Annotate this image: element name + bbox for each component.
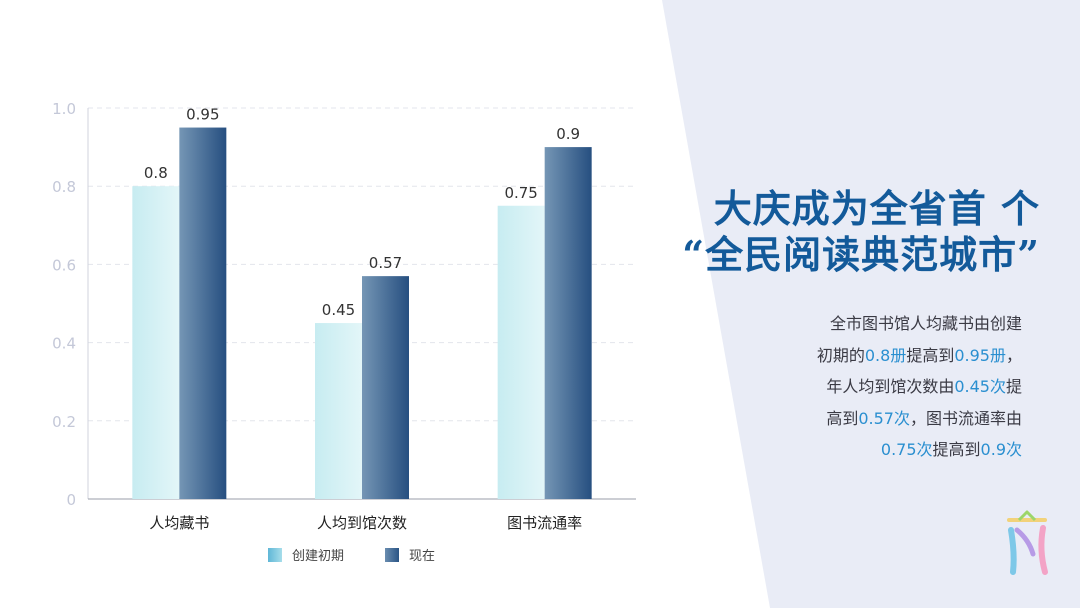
- x-category-label: 图书流通率: [507, 514, 582, 532]
- y-tick-label: 0.8: [52, 178, 76, 196]
- bar: [497, 205, 545, 499]
- headline-line-1: 大庆成为全省首 个: [713, 186, 1040, 231]
- bar-chart: 00.20.40.60.81.0 0.80.950.450.570.750.9 …: [52, 100, 636, 564]
- legend-swatch: [268, 548, 282, 562]
- highlight-value: 0.57次: [858, 408, 910, 428]
- y-tick-label: 0.2: [52, 413, 76, 431]
- highlight-value: 0.45次: [954, 377, 1006, 396]
- chart-legend: 创建初期 现在: [268, 548, 435, 564]
- bar: [132, 186, 180, 499]
- x-axis-categories: 人均藏书 人均到馆次数 图书流通率: [149, 514, 582, 532]
- legend-label: 现在: [409, 549, 435, 564]
- chart-data-labels: 0.8 0.95 0.45 0.57 0.75 0.9: [144, 106, 580, 319]
- description-line-3: 年人均到馆次数由0.45次提: [826, 377, 1022, 396]
- bar-value-label: 0.95: [186, 106, 219, 124]
- legend-swatch: [385, 548, 399, 562]
- y-tick-label: 0.4: [52, 335, 76, 353]
- legend-label: 创建初期: [292, 549, 344, 564]
- y-tick-label: 0: [66, 491, 76, 509]
- y-tick-label: 0.6: [52, 256, 76, 274]
- y-tick-label: 1.0: [52, 100, 76, 118]
- headline: 大庆成为全省首 个 “全民阅读典范城市”: [600, 186, 1040, 278]
- highlight-value: 0.8册: [864, 345, 907, 365]
- city-logo-icon: [1007, 510, 1048, 575]
- chart-bars: [132, 127, 592, 500]
- headline-line-2: “全民阅读典范城市”: [682, 232, 1040, 277]
- description-line-1: 全市图书馆人均藏书由创建: [829, 314, 1022, 333]
- bar-value-label: 0.8: [144, 164, 168, 182]
- bar-value-label: 0.45: [322, 301, 355, 319]
- y-axis-ticks: 0 0.2 0.4 0.6 0.8 1.0: [52, 100, 76, 509]
- highlight-value: 0.95册: [954, 345, 1006, 365]
- bar-value-label: 0.75: [504, 184, 537, 202]
- bar: [362, 276, 409, 499]
- x-category-label: 人均藏书: [149, 514, 209, 532]
- description-text: 全市图书馆人均藏书由创建 初期的0.8册提高到0.95册， 年人均到馆次数由0.…: [762, 308, 1022, 466]
- description-line-2: 初期的0.8册提高到0.95册，: [816, 345, 1022, 365]
- bar: [179, 127, 227, 500]
- bar: [315, 323, 362, 499]
- description-line-5: 0.75次提高到0.9次: [880, 440, 1022, 459]
- bar: [544, 147, 592, 499]
- highlight-value: 0.75次: [880, 440, 933, 459]
- description-line-4: 高到0.57次，图书流通率由: [826, 408, 1022, 428]
- x-category-label: 人均到馆次数: [317, 514, 407, 532]
- bar-value-label: 0.57: [369, 254, 402, 272]
- highlight-value: 0.9次: [980, 440, 1022, 459]
- bar-value-label: 0.9: [556, 125, 580, 143]
